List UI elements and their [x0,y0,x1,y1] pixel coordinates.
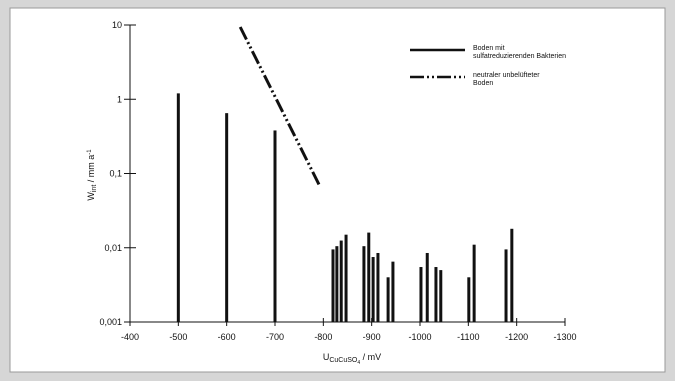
x-tick-label: -1300 [553,332,576,342]
bar [335,246,339,322]
bar [472,244,476,322]
bar [273,130,277,322]
bar [425,252,429,322]
bar [176,93,180,323]
bar [467,277,471,322]
bar [419,267,423,322]
bar [434,267,438,322]
y-axis-label: Wint / mm a-1 [86,149,98,201]
y-tick-label: 0,001 [99,317,122,327]
bar [362,246,366,322]
legend-label: Boden mit sulfatreduzierenden Bakterien [473,45,567,60]
y-tick-label: 0,01 [104,243,122,253]
y-tick-label: 0,1 [109,169,122,179]
bar [376,252,380,322]
bar [386,277,390,322]
x-tick-label: -400 [121,332,139,342]
bar [504,249,508,322]
x-tick-label: -1200 [505,332,528,342]
y-tick-label: 10 [112,20,122,30]
x-tick-label: -600 [218,332,236,342]
x-tick-label: -800 [314,332,332,342]
x-tick-label: -1000 [408,332,431,342]
bar [225,113,229,323]
bar [510,228,514,322]
bar [391,261,395,322]
x-axis-label: UCuCuSO4 / mV [323,352,381,366]
x-tick-label: -1100 [457,332,479,342]
bar [367,232,371,322]
bar [331,249,335,322]
legend-label: neutraler unbelüfteter Boden [473,72,540,87]
line [238,26,322,188]
bar [339,240,343,322]
x-tick-label: -900 [363,332,381,342]
bar [344,234,348,322]
bar [371,257,375,322]
bar [439,270,443,322]
y-tick-label: 1 [117,94,122,104]
x-tick-label: -500 [169,332,187,342]
x-tick-label: -700 [266,332,284,342]
